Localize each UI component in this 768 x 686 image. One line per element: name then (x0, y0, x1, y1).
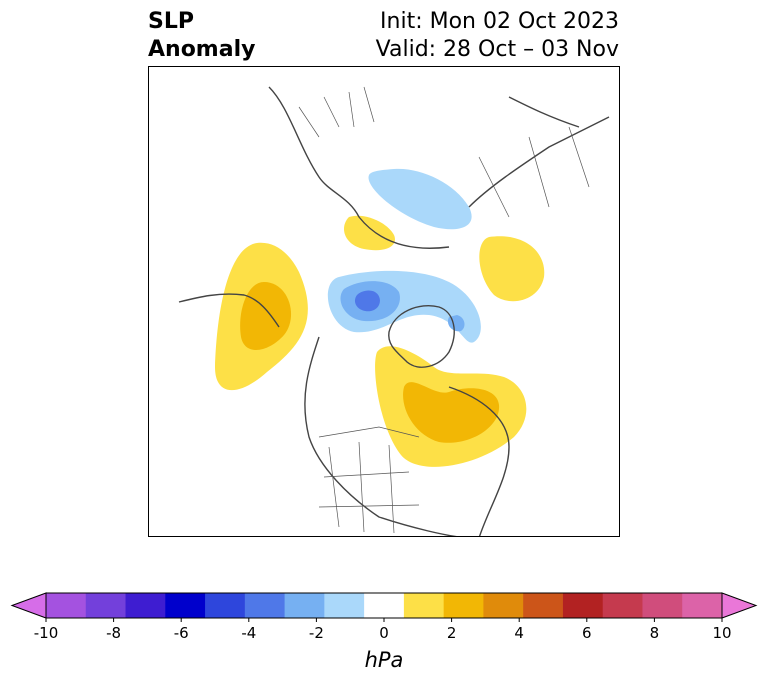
colorbar-tick-label: 8 (650, 624, 660, 642)
title-right: Init: Mon 02 Oct 2023 Valid: 28 Oct – 03… (376, 8, 619, 64)
colorbar-bin (483, 593, 524, 618)
us-canada-border (318, 426, 420, 438)
colorbar-tick-label: -8 (106, 624, 121, 642)
colorbar-bin (562, 593, 604, 618)
colorbar-extend-high (721, 592, 758, 619)
colorbar-bin (324, 593, 365, 618)
positive-anomaly-central-asia (479, 236, 545, 302)
colorbar-tick-label: -6 (174, 624, 189, 642)
greenland-coast (388, 305, 455, 368)
map-panel (148, 66, 620, 537)
colorbar-bin (244, 593, 286, 618)
title-valid-range: Valid: 28 Oct – 03 Nov (375, 37, 619, 62)
colorbar-tick-label: 4 (514, 624, 524, 642)
colorbar-bin (165, 593, 206, 618)
russia-borders (478, 126, 590, 218)
colorbar-bin (284, 593, 325, 618)
colorbar-unit-label: hPa (364, 648, 404, 672)
title-init-date: Init: Mon 02 Oct 2023 (380, 9, 619, 34)
title-field-name: SLP (148, 9, 194, 34)
colorbar-tick-label: 2 (447, 624, 457, 642)
anomaly-shading (215, 168, 545, 467)
title-left: SLP Anomaly (148, 8, 255, 64)
colorbar-bin (642, 593, 683, 618)
colorbar-tick-label: -10 (34, 624, 59, 642)
us-states-grid (318, 441, 420, 534)
colorbar-bin (403, 593, 445, 618)
negative-anomaly-arctic-core (354, 290, 380, 312)
colorbar-bin (46, 593, 87, 618)
colorbar-bin (85, 593, 127, 618)
colorbar-bin (682, 593, 723, 618)
colorbar-bin (364, 593, 405, 618)
colorbar-bin (443, 593, 484, 618)
coastlines (178, 86, 610, 536)
europe-borders (298, 86, 375, 138)
asia-coast (468, 96, 610, 208)
colorbar-svg: -10 -8 -6 -4 -2 0 2 4 6 8 10 (10, 592, 758, 642)
colorbar-tick-label: -2 (309, 624, 324, 642)
colorbar-tick-label: 10 (712, 624, 731, 642)
negative-anomaly-scandinavia-russia (368, 168, 472, 230)
north-america-coast (304, 336, 510, 536)
alaska-coast (178, 293, 280, 328)
europe-coast (268, 86, 450, 249)
colorbar-bin (205, 593, 246, 618)
colorbar: -10 -8 -6 -4 -2 0 2 4 6 8 10 (0, 588, 768, 678)
colorbar-tick-label: -4 (241, 624, 256, 642)
colorbar-bin (125, 593, 166, 618)
colorbar-tick-label: 0 (379, 624, 389, 642)
colorbar-tick-label: 6 (582, 624, 592, 642)
positive-anomaly-siberia-small (344, 215, 395, 251)
title-field-type: Anomaly (148, 37, 256, 62)
colorbar-bin (602, 593, 643, 618)
political-borders (298, 86, 590, 534)
colorbar-extend-low (10, 592, 47, 619)
positive-anomaly-eastern-canada-core (403, 382, 500, 443)
colorbar-bin (523, 593, 564, 618)
polar-map (178, 86, 610, 536)
